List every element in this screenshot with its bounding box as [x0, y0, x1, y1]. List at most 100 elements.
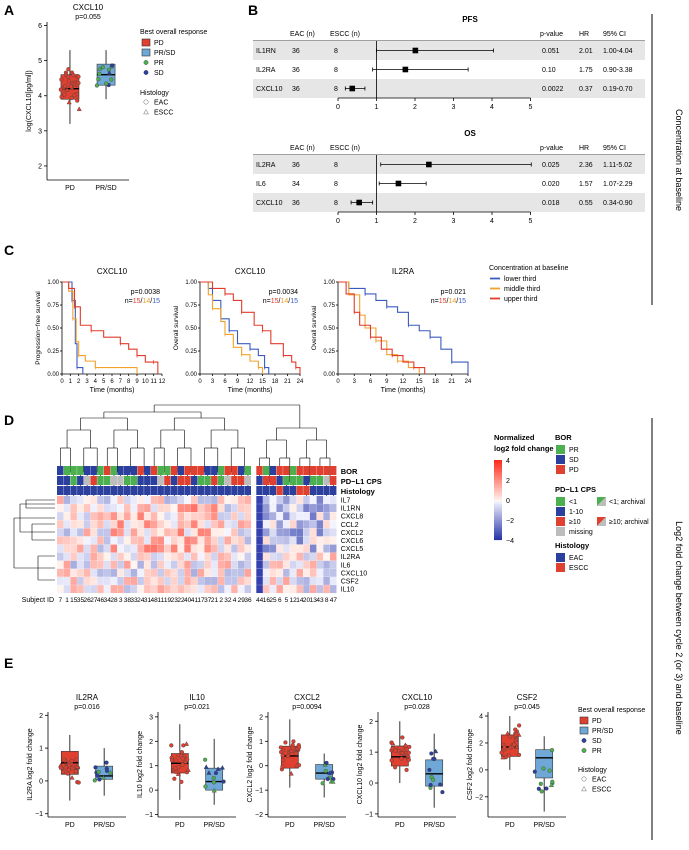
panel-d-heat-cell [177, 520, 185, 529]
panel-d-heat-cell [269, 512, 277, 521]
panel-d-heat-cell [330, 536, 337, 545]
panel-a-point [76, 74, 81, 79]
panel-e-4-y-tick-label: −1 [365, 811, 373, 818]
panel-d-heat-cell [164, 504, 171, 512]
panel-e-3-point [290, 743, 295, 748]
panel-d-cps-cell [150, 476, 158, 485]
panel-d-scale-step [494, 526, 502, 529]
panel-d-heat-cell [137, 544, 144, 553]
panel-b-row-ci: 1.07-2.29 [603, 181, 633, 188]
panel-d-hist-cell [197, 486, 205, 495]
panel-d-heat-cell [211, 544, 218, 553]
panel-d-heat-cell [211, 536, 218, 545]
panel-d-heat-cell [63, 528, 71, 537]
panel-d-bor-legend-swatch [556, 465, 565, 474]
panel-d-hist-cell [296, 486, 303, 495]
panel-d-hist-legend-item: ESCC [569, 565, 588, 572]
panel-b-header-ci: 95% CI [603, 31, 626, 38]
panel-d-heat-cell [170, 585, 178, 593]
panel-e-3-pvalue: p=0.0094 [292, 704, 321, 711]
panel-d-heat-cell [269, 496, 277, 504]
panel-d-hist-legend-swatch [556, 563, 565, 572]
panel-d-heat-cell [316, 544, 324, 553]
panel-d-heat-cell [263, 552, 270, 561]
panel-d-subject-id: 38 [124, 597, 132, 604]
panel-d-heat-cell [289, 520, 297, 529]
panel-d-bor-cell [231, 466, 238, 475]
panel-b-row-ci: 0.19-0.70 [603, 86, 633, 93]
panel-d-heat-cell [211, 560, 218, 569]
panel-d-heat-cell [316, 577, 324, 585]
panel-e-1-point [101, 775, 107, 780]
panel-e-2-y-tick-label: 2 [149, 739, 153, 746]
panel-d-heat-cell [90, 544, 97, 553]
panel-d-heat-cell [130, 552, 138, 561]
panel-d-heat-cell [63, 577, 71, 585]
panel-d-heat-cell [191, 504, 198, 512]
panel-d-cps-cell [130, 476, 138, 485]
panel-d-cps-cell [224, 476, 231, 485]
panel-d-heat-cell [197, 528, 205, 537]
panel-c-plot2-n-part: 15 [271, 298, 279, 305]
panel-c-plot2-x-tick-label: 0 [198, 379, 202, 385]
panel-c-plot2-x-label: Time (months) [228, 387, 273, 394]
panel-d-heat-cell [57, 568, 64, 577]
panel-a: 2 3 4 5 6 PD PR/SD CXCL10 p=0.055 log(CXCL10[pg/m… [26, 3, 207, 192]
panel-d-heat-cell [90, 552, 97, 561]
panel-d-bor-cell [296, 466, 303, 475]
panel-c-plot3-km-curve [338, 281, 420, 374]
panel-d-heat-cell [276, 560, 283, 569]
panel-d-heat-cell [237, 496, 245, 504]
panel-b-header-escc: ESCC (n) [330, 31, 360, 38]
panel-e-legend-title: Best overall response [578, 707, 645, 714]
panel-d-scale-tick: 0 [506, 498, 510, 505]
panel-d-heat-cell [256, 528, 263, 537]
panel-d-heat-cell [164, 496, 171, 504]
panel-d-heat-cell [323, 552, 330, 561]
panel-d-bor-cell [276, 466, 283, 475]
panel-d-cps-legend-swatch [556, 507, 565, 516]
panel-e-2-point [179, 750, 185, 755]
panel-e-3-point [323, 768, 328, 774]
panel-d-cps-cell [197, 476, 205, 485]
panel-d-heat-cell [296, 536, 303, 545]
panel-d-heat-cell [316, 552, 324, 561]
panel-d-hist-cell [244, 486, 251, 495]
panel-d-heat-cell [244, 496, 252, 504]
panel-d-heat-cell [237, 560, 245, 569]
panel-d-heat-cell [217, 536, 225, 545]
panel-d-heat-cell [144, 520, 151, 529]
panel-d-heat-cell [296, 560, 303, 569]
panel-d-cps-legend-item: ≥10 [569, 519, 581, 526]
panel-d-heat-cell [157, 552, 164, 561]
panel-d-heat-cell [276, 552, 283, 561]
panel-d-heat-cell [263, 528, 270, 537]
panel-d-cps-cell [237, 476, 245, 485]
panel-e-2-point [169, 743, 174, 748]
panel-a-point [97, 71, 102, 76]
panel-a-point [66, 67, 71, 72]
panel-e-1-point [74, 757, 79, 762]
panel-d-heat-cell [224, 568, 231, 577]
panel-d-heat-cell [70, 544, 77, 553]
panel-d-cps-cell [137, 476, 144, 485]
panel-e-3-x-label: PD [285, 822, 295, 829]
panel-d-heat-cell [103, 552, 111, 561]
panel-d-heat-cell [231, 504, 238, 512]
panel-a-point [109, 77, 114, 82]
panel-d-hist-cell [269, 486, 277, 495]
panel-e-4-x-label: PD [395, 822, 405, 829]
panel-d-heat-cell [177, 512, 185, 521]
panel-d-heat-cell [309, 520, 317, 529]
panel-b-header-hr: HR [579, 145, 589, 152]
panel-e-hist-item: ESCC [592, 787, 611, 794]
panel-e-2-point [203, 764, 209, 769]
panel-d-scale-step [494, 530, 502, 533]
panel-a-point [66, 79, 72, 84]
panel-d-heat-cell [197, 577, 205, 585]
panel-e-4-point [393, 765, 398, 770]
panel-e-1-point [65, 771, 70, 776]
panel-e-1-point [69, 775, 75, 780]
panel-d-heat-cell [269, 560, 277, 569]
